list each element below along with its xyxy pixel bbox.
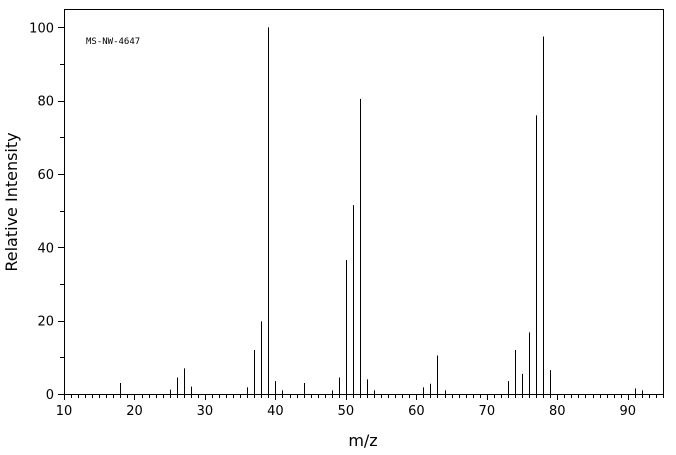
spectrum-id-annotation: MS-NW-4647 bbox=[86, 37, 140, 47]
y-tick-label: 40 bbox=[37, 241, 54, 256]
x-tick-label: 80 bbox=[549, 404, 566, 419]
peak-series bbox=[120, 27, 643, 394]
x-axis-title: m/z bbox=[348, 431, 377, 450]
x-tick-label: 40 bbox=[267, 404, 284, 419]
x-tick-label: 20 bbox=[126, 404, 143, 419]
y-axis: 0 20 40 60 80 100 bbox=[29, 21, 64, 403]
y-tick-label: 20 bbox=[37, 315, 54, 330]
x-axis: 10 20 30 40 50 60 70 80 90 bbox=[56, 394, 664, 419]
y-tick-label: 100 bbox=[29, 21, 54, 36]
x-tick-label: 30 bbox=[197, 404, 214, 419]
x-tick-label: 90 bbox=[619, 404, 636, 419]
y-axis-title: Relative Intensity bbox=[2, 132, 21, 271]
y-tick-label: 80 bbox=[37, 95, 54, 110]
x-tick-label: 70 bbox=[479, 404, 496, 419]
x-tick-label: 60 bbox=[408, 404, 425, 419]
plot-frame bbox=[64, 9, 664, 395]
y-tick-label: 0 bbox=[46, 388, 54, 403]
x-tick-label: 10 bbox=[56, 404, 73, 419]
x-tick-label: 50 bbox=[338, 404, 355, 419]
y-tick-label: 60 bbox=[37, 168, 54, 183]
